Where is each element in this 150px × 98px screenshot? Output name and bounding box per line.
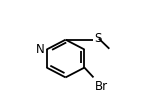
Text: S: S: [95, 32, 102, 45]
Text: N: N: [36, 43, 44, 56]
Text: Br: Br: [95, 80, 108, 93]
